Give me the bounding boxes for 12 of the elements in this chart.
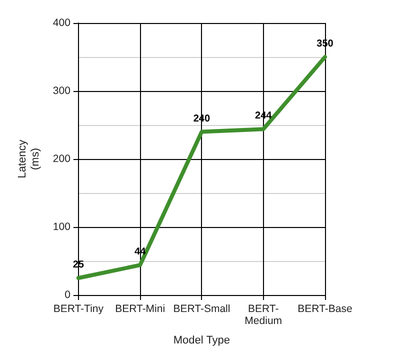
x-tick-label: BERT-Base [298, 303, 352, 315]
y-tick-label: 300 [52, 85, 71, 97]
x-tick-label: BERT-Tiny [53, 303, 104, 315]
y-tick-label: 200 [52, 153, 71, 165]
y-tick-label: 400 [52, 17, 71, 29]
x-tick-label: BERT-Mini [115, 303, 166, 315]
y-axis-title: Latency (ms) [16, 139, 42, 178]
x-axis-title: Model Type [173, 334, 230, 346]
y-tick-label: 0 [64, 289, 71, 301]
y-tick-label: 100 [52, 221, 71, 233]
x-tick-label: BERT-Small [173, 303, 230, 315]
x-tick-label: BERT-Medium [244, 303, 282, 327]
